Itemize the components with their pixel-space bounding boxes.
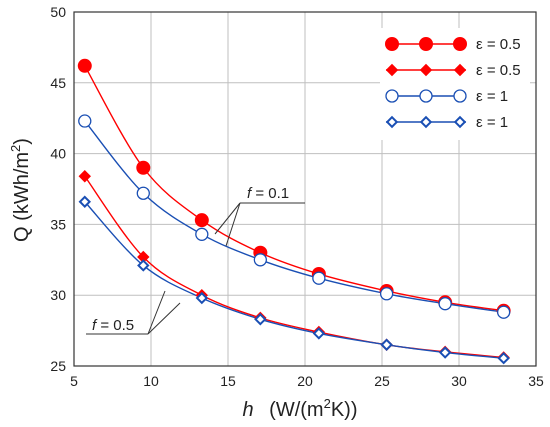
series-0-point-1 bbox=[136, 160, 151, 175]
legend-marker-3-0 bbox=[385, 115, 399, 129]
annotation-f-0-1-leader-b bbox=[225, 202, 241, 247]
legend-marker-3-1 bbox=[419, 115, 433, 129]
series-0-point-0 bbox=[77, 58, 92, 73]
annotation-f-0-1: f = 0.1 bbox=[247, 185, 289, 202]
series-2-point-5 bbox=[379, 287, 394, 301]
y-tick-label-3: 40 bbox=[50, 146, 66, 162]
series-2-point-6 bbox=[438, 297, 452, 311]
x-axis-title: h (W/(m2K)) bbox=[242, 396, 357, 421]
x-tick-label-6: 35 bbox=[528, 373, 544, 389]
series-line-2 bbox=[84, 120, 504, 313]
legend-marker-0-0 bbox=[385, 37, 399, 51]
legend-marker-1-2 bbox=[453, 63, 467, 77]
y-axis-title-text: Q (kWh/m bbox=[11, 152, 33, 242]
x-tick-label-1: 10 bbox=[143, 373, 159, 389]
annotation-f-0-1-value: = 0.1 bbox=[251, 185, 289, 202]
legend-marker-2-2 bbox=[453, 89, 467, 103]
series-1-point-0 bbox=[78, 170, 91, 183]
series-2-point-7 bbox=[497, 305, 511, 319]
series-2-point-4 bbox=[312, 271, 326, 285]
legend-label-3: ε = 1 bbox=[476, 114, 508, 131]
annotation-f-0-1-leader-a bbox=[214, 202, 241, 235]
x-tick-label-2: 15 bbox=[220, 373, 236, 389]
series-line-3 bbox=[84, 201, 504, 359]
x-tick-label-3: 20 bbox=[297, 373, 313, 389]
x-axis-title-italic: h bbox=[242, 399, 253, 421]
legend-marker-0-1 bbox=[419, 37, 433, 51]
series-3-point-4 bbox=[312, 327, 326, 340]
legend-marker-0-2 bbox=[453, 37, 467, 51]
y-tick-label-0: 25 bbox=[50, 358, 66, 374]
series-2-point-2 bbox=[195, 227, 209, 241]
legend-marker-2-0 bbox=[385, 89, 399, 103]
legend-marker-1-0 bbox=[385, 63, 399, 77]
series-2-point-3 bbox=[253, 253, 267, 267]
x-tick-label-0: 5 bbox=[70, 373, 78, 389]
y-axis-title-end: ) bbox=[11, 138, 33, 145]
y-tick-label-1: 30 bbox=[50, 287, 66, 303]
legend-label-0: ε = 0.5 bbox=[476, 36, 521, 53]
series-3-point-6 bbox=[438, 346, 452, 359]
plot-frame bbox=[73, 11, 537, 367]
annotation-f-0-5-value: = 0.5 bbox=[96, 317, 134, 334]
series-3-point-7 bbox=[497, 351, 510, 365]
annotation-f-0-5-leader-b bbox=[147, 302, 181, 335]
series-3-point-5 bbox=[380, 338, 393, 351]
y-tick-label-2: 35 bbox=[50, 216, 66, 232]
legend-marker-2-1 bbox=[419, 89, 433, 103]
series-3-point-3 bbox=[254, 313, 267, 326]
x-axis-title-end: K)) bbox=[331, 399, 358, 421]
annotations: f = 0.1f = 0.5 bbox=[86, 185, 305, 335]
legend-label-1: ε = 0.5 bbox=[476, 62, 521, 79]
y-axis-title: Q (kWh/m2) bbox=[8, 138, 33, 242]
axis-ticks: 5 10 15 20 25 30 35 25 30 35 40 45 50 bbox=[50, 4, 544, 389]
legend-marker-3-2 bbox=[453, 115, 467, 129]
annotation-f-0-5-symbol: f bbox=[92, 317, 98, 334]
annotation-f-0-5-leader-a bbox=[147, 290, 166, 335]
series-3-point-2 bbox=[195, 291, 209, 305]
x-axis-title-sup: 2 bbox=[324, 396, 331, 411]
y-axis-title-sup: 2 bbox=[8, 145, 23, 152]
annotation-f-0-1-symbol: f bbox=[247, 185, 253, 202]
series-2-point-1 bbox=[136, 186, 150, 200]
legend-label-2: ε = 1 bbox=[476, 88, 508, 105]
legend: ε = 0.5 ε = 0.5 ε = 1 ε = 1 bbox=[380, 28, 530, 140]
series-0-point-2 bbox=[194, 213, 209, 228]
x-axis-title-text: (W/(m bbox=[269, 399, 323, 421]
series-3-point-1 bbox=[137, 259, 150, 272]
legend-marker-1-1 bbox=[419, 63, 433, 77]
y-tick-label-4: 45 bbox=[50, 75, 66, 91]
y-tick-label-5: 50 bbox=[50, 4, 66, 20]
x-tick-label-5: 30 bbox=[451, 373, 467, 389]
series-2-point-0 bbox=[78, 114, 92, 128]
series-3-point-0 bbox=[78, 195, 91, 208]
x-tick-label-4: 25 bbox=[374, 373, 390, 389]
series-markers bbox=[77, 58, 511, 365]
annotation-f-0-5: f = 0.5 bbox=[92, 317, 134, 334]
